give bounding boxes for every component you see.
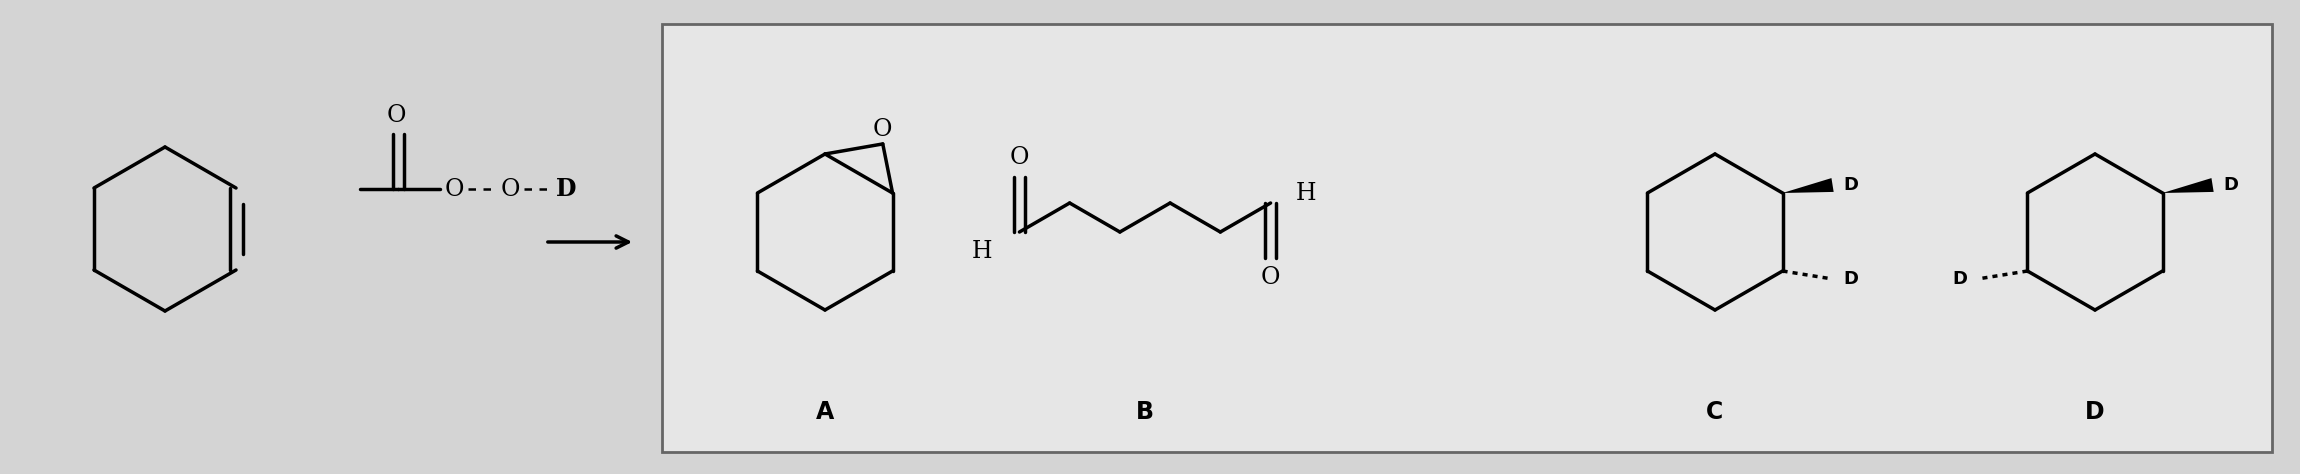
FancyBboxPatch shape [662, 24, 2272, 452]
Text: D: D [1953, 270, 1966, 288]
Text: O: O [1010, 146, 1028, 168]
Text: B: B [1136, 400, 1155, 424]
Text: C: C [1707, 400, 1723, 424]
Text: O: O [386, 104, 405, 128]
Text: A: A [816, 400, 835, 424]
Text: O: O [874, 118, 892, 141]
Text: D: D [2086, 400, 2104, 424]
Text: H: H [1295, 182, 1316, 204]
Text: D: D [557, 177, 577, 201]
Text: D: D [1842, 270, 1858, 288]
Text: O: O [1260, 266, 1281, 290]
Text: O: O [444, 177, 465, 201]
Text: H: H [971, 239, 991, 263]
Polygon shape [2162, 178, 2213, 193]
Text: D: D [2224, 176, 2238, 194]
Text: D: D [1842, 176, 1858, 194]
Polygon shape [1782, 178, 1833, 193]
Text: O: O [501, 177, 520, 201]
